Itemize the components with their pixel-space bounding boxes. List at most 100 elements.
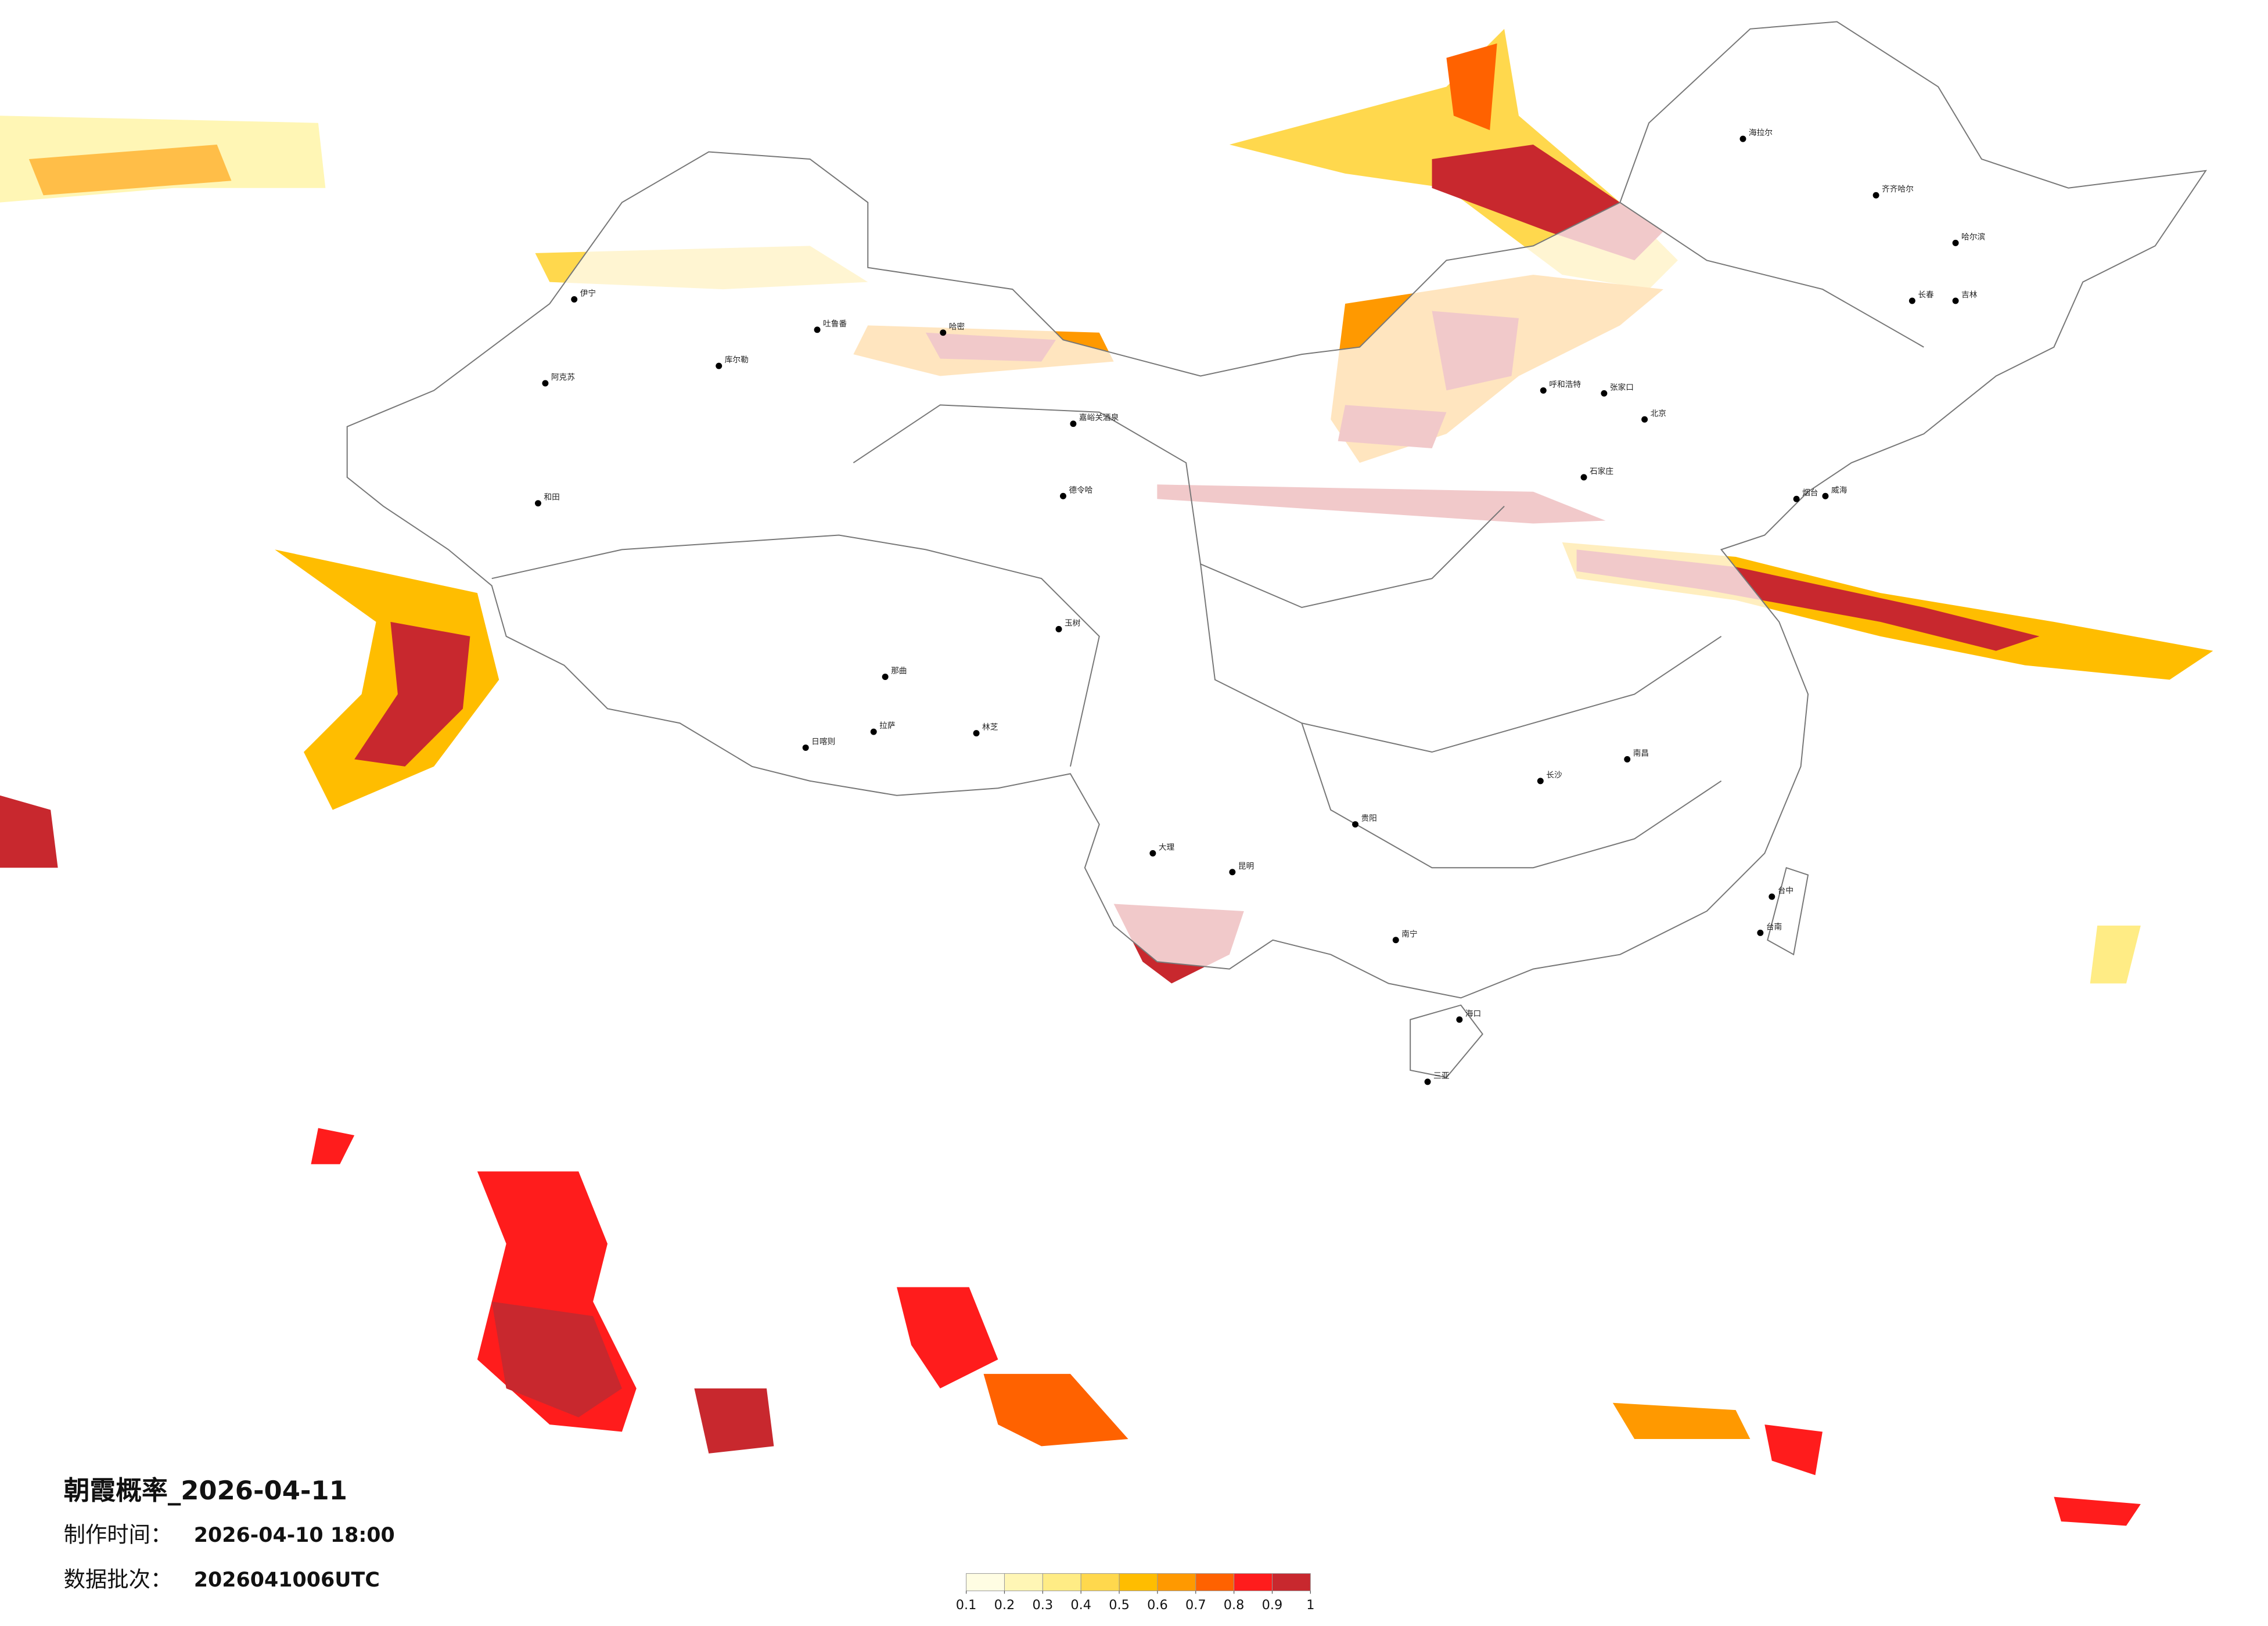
colorbar-bin xyxy=(1271,1573,1311,1591)
province-line xyxy=(853,404,1505,609)
city-label: 拉萨 xyxy=(879,721,895,731)
city-label: 吉林 xyxy=(1961,290,1978,300)
city-label: 德令哈 xyxy=(1069,485,1092,495)
colorbar-label: 0.6 xyxy=(1147,1598,1168,1613)
taiwan xyxy=(1767,866,1809,956)
patch xyxy=(275,549,499,810)
city-label: 林芝 xyxy=(982,723,998,732)
city-label: 齐齐哈尔 xyxy=(1882,185,1914,194)
hainan xyxy=(1410,1004,1483,1078)
patch xyxy=(1446,43,1497,131)
city-dot xyxy=(542,380,549,387)
city-label: 石家庄 xyxy=(1590,466,1613,476)
boundaries xyxy=(346,21,2207,1078)
city-label: 哈密 xyxy=(949,322,965,332)
city-label: 库尔勒 xyxy=(725,355,749,365)
colorbar-bin xyxy=(966,1573,1005,1591)
city-label: 阿克苏 xyxy=(551,373,575,382)
colorbar-bin xyxy=(1234,1573,1273,1591)
city-dot xyxy=(716,362,723,369)
city-dot xyxy=(1540,387,1547,394)
city-label: 三亚 xyxy=(1433,1071,1450,1081)
city-label: 威海 xyxy=(1831,485,1848,495)
city-dot xyxy=(1055,625,1062,632)
city-dot xyxy=(571,296,578,303)
patch xyxy=(2054,1497,2141,1526)
city-dot xyxy=(1392,937,1399,944)
city-label: 烟台 xyxy=(1802,488,1818,498)
city-label: 贵阳 xyxy=(1361,814,1376,823)
country-outline xyxy=(346,21,2207,999)
city-label: 台南 xyxy=(1766,922,1782,931)
city-dot xyxy=(1070,420,1077,427)
city-label: 南宁 xyxy=(1401,929,1417,939)
province-line xyxy=(1619,202,1924,348)
city-dot xyxy=(1537,778,1544,785)
city-label: 日喀则 xyxy=(811,738,835,747)
city-label: 海拉尔 xyxy=(1749,128,1773,138)
patch xyxy=(0,795,58,868)
city-label: 和田 xyxy=(544,493,559,502)
province-line xyxy=(491,534,1100,767)
patch xyxy=(28,145,232,196)
province-line xyxy=(1200,564,1722,753)
patch xyxy=(1764,1424,1823,1476)
city-dot xyxy=(1793,495,1800,502)
city-dot xyxy=(534,500,541,507)
city-label: 海口 xyxy=(1465,1009,1481,1019)
city-dot xyxy=(1822,492,1829,499)
patch xyxy=(354,621,470,767)
colorbar-label: 0.5 xyxy=(1109,1598,1130,1613)
made-label: 制作时间： xyxy=(64,1521,172,1547)
city-label: 长春 xyxy=(1918,290,1934,300)
city-label: 哈尔滨 xyxy=(1961,232,1985,242)
city-label: 吐鲁番 xyxy=(823,319,847,329)
colorbar-label: 0.7 xyxy=(1185,1598,1206,1613)
colorbar-label: 0.9 xyxy=(1262,1598,1283,1613)
colorbar-bin xyxy=(1004,1573,1043,1591)
city-dot xyxy=(1739,135,1746,142)
city-dot xyxy=(814,326,821,333)
colorbar-label: 0.8 xyxy=(1224,1598,1245,1613)
city-dot xyxy=(1952,239,1959,246)
city-label: 伊宁 xyxy=(580,289,596,298)
colorbar-label: 1 xyxy=(1306,1598,1314,1613)
batch: 2026041006UTC xyxy=(194,1569,380,1592)
patch xyxy=(1612,1402,1751,1439)
city-dot xyxy=(1149,850,1156,857)
city-dot xyxy=(882,674,889,681)
city-label: 台中 xyxy=(1778,886,1793,895)
colorbar-bin xyxy=(1080,1573,1120,1591)
city-label: 北京 xyxy=(1651,409,1666,418)
city-dot xyxy=(973,730,980,737)
city-dot xyxy=(1601,390,1608,397)
colorbar-label: 0.1 xyxy=(956,1598,977,1613)
city-label: 张家口 xyxy=(1610,382,1634,392)
city-label: 玉树 xyxy=(1065,618,1081,628)
city-label: 南昌 xyxy=(1633,749,1649,758)
city-dot xyxy=(1757,929,1764,936)
colorbar: 0.1 0.2 0.3 0.4 0.5 0.6 0.7 0.8 0.9 1 xyxy=(956,1573,1314,1613)
made-time: 2026-04-10 18:00 xyxy=(194,1524,395,1547)
city-dot xyxy=(1952,297,1959,304)
city-label: 那曲 xyxy=(891,667,907,676)
city-label: 大理 xyxy=(1159,843,1175,852)
patch xyxy=(491,1301,622,1418)
colorbar-label: 0.3 xyxy=(1033,1598,1054,1613)
city-dot xyxy=(1624,756,1631,762)
colorbar-label: 0.2 xyxy=(994,1598,1015,1613)
city-dot xyxy=(1872,192,1879,199)
city-dot xyxy=(1769,893,1775,900)
patch xyxy=(694,1388,774,1454)
title: 朝霞概率_2026-04-11 xyxy=(64,1475,347,1506)
colorbar-label: 0.4 xyxy=(1070,1598,1091,1613)
city-dot xyxy=(1908,297,1915,304)
city-dot xyxy=(802,744,809,751)
city-dot xyxy=(1352,821,1359,828)
colorbar-bin xyxy=(1157,1573,1196,1591)
city-dot xyxy=(1229,869,1236,876)
city-dot xyxy=(870,728,877,735)
